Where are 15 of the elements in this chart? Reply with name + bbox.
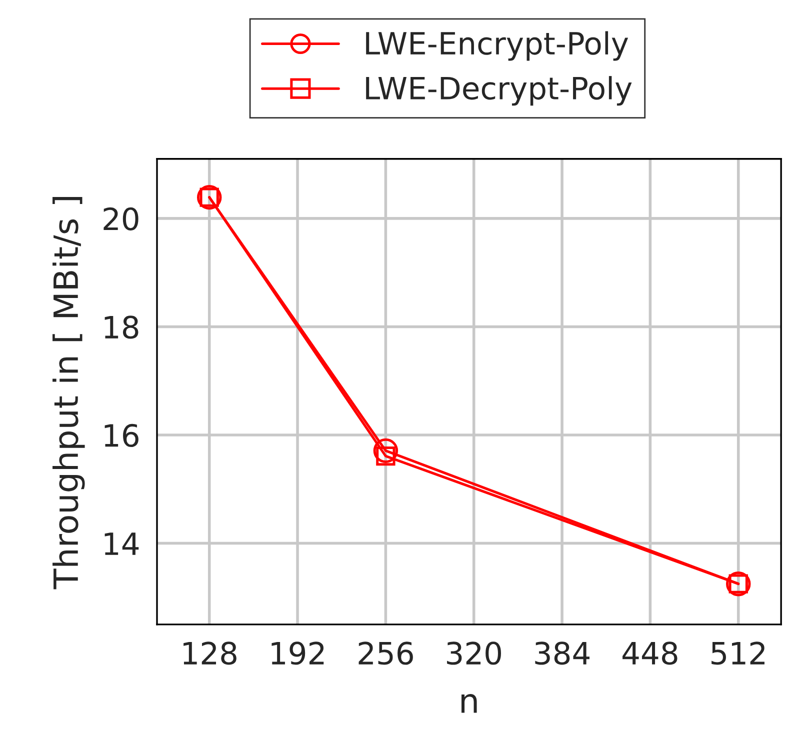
y-tick-label: 18 xyxy=(104,316,138,339)
y-tick-label: 14 xyxy=(104,532,139,555)
x-tick-label: 128 xyxy=(184,642,236,665)
y-axis-title: Throughput in [ MBit/s ] xyxy=(52,197,85,590)
legend-label: LWE-Encrypt-Poly xyxy=(366,31,628,61)
x-tick-label: 448 xyxy=(622,642,678,665)
y-tick-label: 16 xyxy=(104,424,138,448)
x-tick-label: 512 xyxy=(712,642,764,665)
x-tick-label: 320 xyxy=(447,642,501,665)
x-tick-label: 384 xyxy=(535,642,590,665)
x-axis-title: n xyxy=(462,694,477,713)
x-tick-label: 192 xyxy=(272,642,324,665)
legend-label: LWE-Decrypt-Poly xyxy=(366,76,632,106)
y-tick-label: 20 xyxy=(104,207,138,230)
x-tick-label: 256 xyxy=(358,642,413,665)
